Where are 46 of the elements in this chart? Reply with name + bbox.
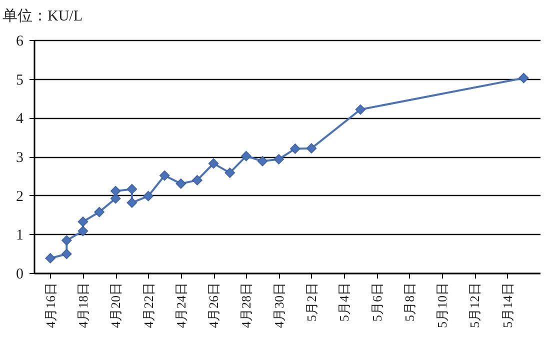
point <box>257 156 268 166</box>
point <box>78 226 88 236</box>
point <box>110 186 121 196</box>
point <box>62 235 72 246</box>
point <box>224 168 236 178</box>
y-tick-label: 0 <box>16 266 24 282</box>
y-tick-label: 1 <box>16 228 24 244</box>
point <box>159 170 170 181</box>
y-axis-title: 单位：KU/L <box>2 8 82 24</box>
x-tick-label: 5月14日 <box>500 282 515 328</box>
y-tick-label: 5 <box>16 72 24 88</box>
x-tick-label: 5月4日 <box>336 282 352 322</box>
x-tick-label: 4月26日 <box>206 282 222 328</box>
point <box>208 158 219 169</box>
x-tick-label: 4月18日 <box>75 282 90 328</box>
x-tick-label: 5月8日 <box>402 282 417 322</box>
x-tick-label: 5月10日 <box>434 282 450 328</box>
x-tick-label: 5月2日 <box>304 282 319 322</box>
point <box>143 190 154 202</box>
y-tick-label: 4 <box>16 111 24 128</box>
x-tick-label: 4月28日 <box>238 282 254 328</box>
y-tick-label: 2 <box>16 188 24 205</box>
x-tick-label: 4月20日 <box>108 282 124 328</box>
y-tick-label: 6 <box>16 34 24 50</box>
x-tick-label: 5月12日 <box>467 282 482 328</box>
point <box>45 253 56 264</box>
point <box>78 216 88 227</box>
point <box>306 143 317 154</box>
point <box>94 206 104 218</box>
point <box>176 178 186 189</box>
point <box>110 193 121 204</box>
point <box>274 154 284 164</box>
y-tick-label: 3 <box>16 150 24 166</box>
x-tick-label: 4月30日 <box>271 282 286 328</box>
point <box>62 248 72 260</box>
point <box>126 198 138 208</box>
x-tick-label: 4月24日 <box>173 282 188 328</box>
x-tick-label: 4月16日 <box>42 282 58 328</box>
point <box>241 150 252 162</box>
point <box>518 72 529 84</box>
point <box>290 144 300 154</box>
x-tick-label: 4月22日 <box>140 282 156 328</box>
x-tick-label: 5月6日 <box>369 282 384 322</box>
point <box>355 104 366 115</box>
point <box>126 184 138 194</box>
point <box>192 175 202 186</box>
